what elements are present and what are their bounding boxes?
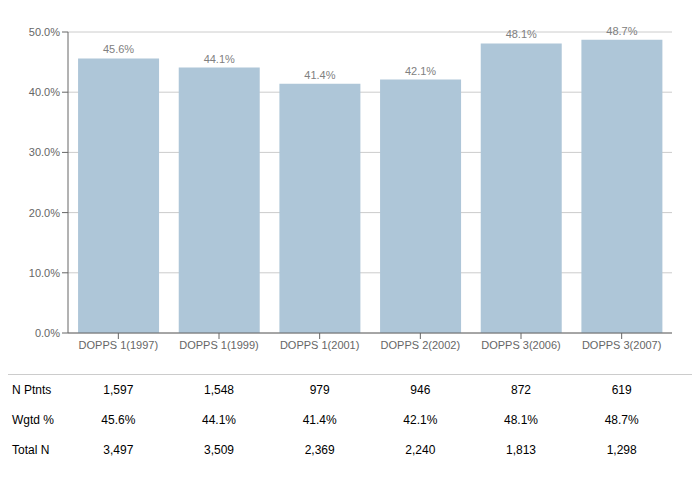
html-text:2,369: 2,369 xyxy=(304,443,335,457)
html-text:946: 946 xyxy=(410,383,431,397)
html-text:872: 872 xyxy=(511,383,531,397)
svg-text:42.1%: 42.1% xyxy=(405,65,436,77)
svg-text:DOPPS 1(2001): DOPPS 1(2001) xyxy=(280,339,359,351)
html-text:1,298: 1,298 xyxy=(606,443,637,457)
html-text:2,240: 2,240 xyxy=(405,443,436,457)
svg-text:41.4%: 41.4% xyxy=(304,69,335,81)
html-text:41.4%: 41.4% xyxy=(302,413,337,427)
html-text:N Ptnts: N Ptnts xyxy=(12,383,52,397)
html-text:48.7%: 48.7% xyxy=(604,413,639,427)
html-text:3,497: 3,497 xyxy=(103,443,134,457)
html-text:Total N: Total N xyxy=(12,443,50,457)
html-text:3,509: 3,509 xyxy=(204,443,234,457)
html-text:979: 979 xyxy=(309,383,330,397)
svg-text:48.1%: 48.1% xyxy=(506,28,537,40)
svg-text:40.0%: 40.0% xyxy=(29,86,60,98)
html-text:1,548: 1,548 xyxy=(204,383,234,397)
html-text:Wgtd %: Wgtd % xyxy=(12,413,54,427)
svg-text:DOPPS 1(1997): DOPPS 1(1997) xyxy=(79,339,158,351)
svg-text:DOPPS 3(2006): DOPPS 3(2006) xyxy=(481,339,560,351)
svg-text:45.6%: 45.6% xyxy=(103,43,134,55)
svg-text:20.0%: 20.0% xyxy=(29,207,60,219)
svg-text:DOPPS 2(2002): DOPPS 2(2002) xyxy=(381,339,460,351)
html-text:45.6%: 45.6% xyxy=(101,413,136,427)
html-text:44.1%: 44.1% xyxy=(202,413,236,427)
svg-text:10.0%: 10.0% xyxy=(29,267,60,279)
html-text:48.1%: 48.1% xyxy=(504,413,538,427)
html-text:1,813: 1,813 xyxy=(506,443,536,457)
svg-text:44.1%: 44.1% xyxy=(204,53,235,65)
svg-text:0.0%: 0.0% xyxy=(35,327,60,339)
svg-text:50.0%: 50.0% xyxy=(29,26,60,38)
html-text:1,597: 1,597 xyxy=(103,383,134,397)
svg-text:DOPPS 1(1999): DOPPS 1(1999) xyxy=(179,339,258,351)
html-text:619: 619 xyxy=(611,383,632,397)
svg-text:48.7%: 48.7% xyxy=(606,25,637,37)
svg-text:DOPPS 3(2007): DOPPS 3(2007) xyxy=(582,339,661,351)
svg-text:30.0%: 30.0% xyxy=(29,146,60,158)
html-text:42.1%: 42.1% xyxy=(403,413,438,427)
